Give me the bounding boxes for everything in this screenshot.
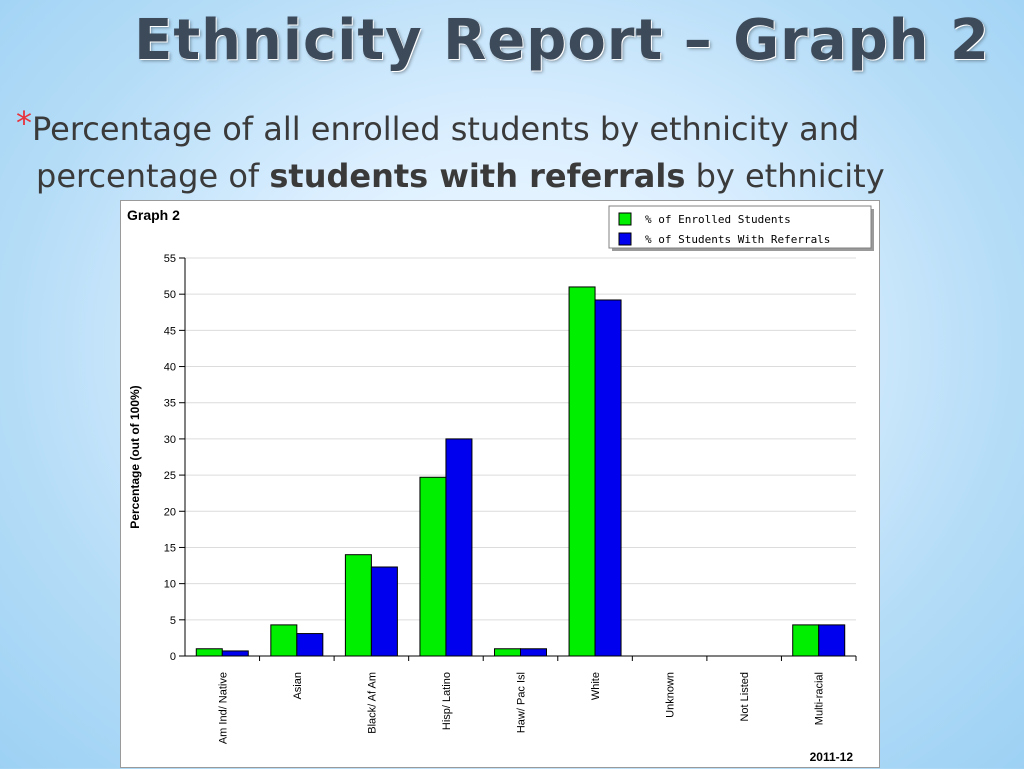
bar-referrals	[594, 299, 622, 657]
x-tick-label: Unknown	[665, 672, 677, 718]
y-tick-label: 10	[164, 579, 176, 591]
legend-label-referrals: % of Students With Referrals	[645, 233, 830, 246]
bar-referrals	[520, 648, 547, 657]
chart-panel: Graph 2 0 5 10 15 20 25 30 35 40 45 50 55 Percentage …	[120, 200, 880, 768]
y-tick-label: 55	[164, 253, 176, 265]
slide-title: Ethnicity Report – Graph 2	[134, 8, 990, 73]
x-tick-label: Hisp/ Latino	[441, 672, 453, 730]
bar-enrolled	[419, 476, 447, 657]
x-tick-label: Black/ Af Am	[366, 672, 378, 734]
bar-referrals	[370, 566, 398, 657]
bar-enrolled	[568, 286, 596, 657]
bar-referrals	[818, 624, 846, 657]
bar-enrolled	[195, 648, 223, 657]
slide-subtitle: *Percentage of all enrolled students by …	[16, 104, 1006, 200]
legend-swatch-enrolled	[618, 212, 632, 226]
y-tick-label: 45	[164, 325, 176, 337]
bar-enrolled	[270, 624, 298, 657]
bar-referrals	[221, 650, 249, 657]
y-tick-label: 50	[164, 289, 176, 301]
x-tick-label: White	[590, 672, 602, 700]
y-tick-label: 20	[164, 506, 176, 518]
subtitle-bold-text: students with referrals	[269, 157, 686, 195]
y-tick-label: 5	[170, 615, 176, 627]
x-tick-label: Am Ind/ Native	[217, 672, 229, 744]
y-tick-label: 15	[164, 542, 176, 554]
subtitle-text-start-cont: percentage of	[36, 157, 270, 195]
chart-title: Graph 2	[127, 207, 180, 223]
y-tick-label: 0	[170, 651, 176, 663]
subtitle-text-end: by ethnicity	[685, 157, 885, 195]
x-tick-label: Haw/ Pac Isl	[516, 672, 528, 733]
bar-enrolled	[494, 648, 521, 657]
bar-enrolled	[344, 554, 372, 657]
y-tick-label: 35	[164, 398, 176, 410]
bullet-star: *	[16, 104, 32, 142]
bar-enrolled	[792, 624, 820, 657]
y-tick-label: 40	[164, 362, 176, 374]
legend-swatch-referrals	[618, 232, 632, 246]
x-tick-label: Multi-racial	[814, 672, 826, 725]
x-tick-label: Asian	[292, 672, 304, 700]
bar-referrals	[296, 633, 324, 657]
legend-label-enrolled: % of Enrolled Students	[645, 213, 791, 226]
legend-box	[608, 205, 872, 249]
chart-year-footnote: 2011-12	[810, 750, 854, 764]
bar-chart: Graph 2 0 5 10 15 20 25 30 35 40 45 50 55 Percentage …	[127, 205, 874, 764]
y-tick-label: 30	[164, 434, 176, 446]
y-axis-label: Percentage (out of 100%)	[128, 385, 142, 528]
subtitle-text-start: Percentage of all enrolled students by e…	[32, 110, 860, 148]
x-tick-label: Not Listed	[739, 672, 751, 722]
bar-referrals	[445, 438, 473, 657]
y-tick-label: 25	[164, 470, 176, 482]
